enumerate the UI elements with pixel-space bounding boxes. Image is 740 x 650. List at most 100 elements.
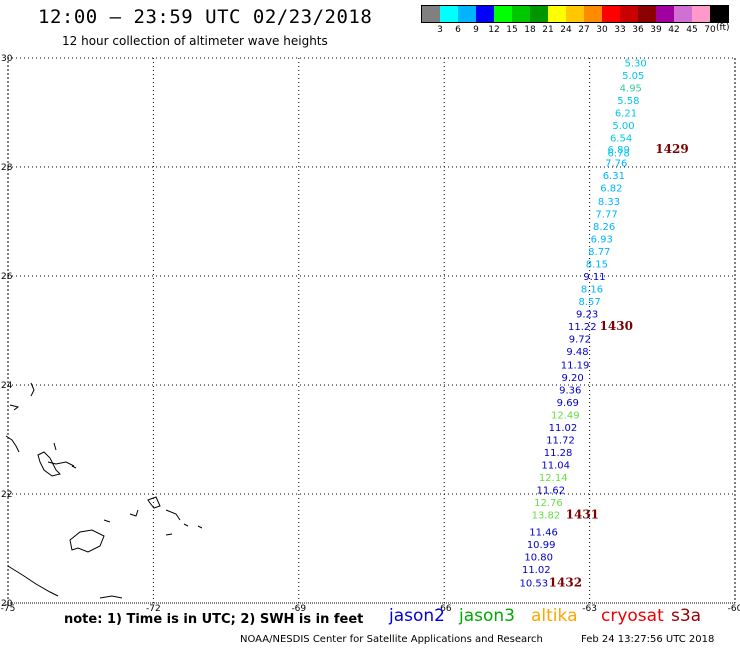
swh-value: 11.62	[537, 486, 566, 497]
pass-time-label: 1429	[655, 142, 688, 156]
legend-swatch	[422, 6, 440, 22]
legend-tick-label: 3	[437, 25, 443, 35]
units-note: note: 1) Time is in UTC; 2) SWH is in fe…	[64, 612, 364, 627]
coastline-island	[99, 595, 123, 599]
swh-value: 12.14	[539, 473, 568, 484]
swh-value: 5.30	[625, 58, 647, 69]
swh-value: 7.76	[605, 159, 627, 170]
longitude-label: -63	[582, 604, 597, 614]
chart-subtitle: 12 hour collection of altimeter wave hei…	[62, 34, 328, 48]
coastlines	[5, 382, 203, 599]
legend-tick-label: 36	[632, 25, 644, 35]
legend-swatch	[440, 6, 458, 22]
chart-title: 12:00 – 23:59 UTC 02/23/2018	[38, 6, 373, 28]
legend-swatch	[458, 6, 476, 22]
legend-tick-label: 12	[488, 25, 500, 35]
legend-labels: 3 6 9 12 15 18 21 24 27 30 33 36 39 42 45 70	[421, 23, 729, 37]
satellite-name-cryosat: cryosat	[601, 606, 664, 626]
legend-tick-label: 39	[650, 25, 662, 35]
footer-timestamp: Feb 24 13:27:56 UTC 2018	[581, 634, 715, 645]
latitude-label: 20	[1, 599, 13, 609]
longitude-label: -75	[1, 604, 16, 614]
legend-swatch	[476, 6, 494, 22]
swh-value: 12.49	[551, 410, 580, 421]
latitude-label: 22	[1, 490, 12, 500]
swh-value: 11.19	[561, 360, 590, 371]
swh-value: 11.72	[546, 436, 575, 447]
coastline-cuba	[7, 565, 59, 597]
legend-tick-label: 42	[668, 25, 680, 35]
legend-unit: (ft)	[716, 23, 730, 33]
map-grid: 30 28 26 24 22 20-75 -72 -69 -66 -63 -60	[1, 54, 740, 614]
swh-value: 6.54	[610, 134, 632, 145]
legend-swatch	[548, 6, 566, 22]
legend-swatch	[620, 6, 638, 22]
legend-tick-label: 24	[560, 25, 572, 35]
legend-swatch	[692, 6, 710, 22]
longitude-label: -72	[146, 604, 161, 614]
swh-value: 6.21	[615, 109, 637, 120]
satellite-name-jason3: jason3	[459, 606, 515, 626]
legend-tick-label: 21	[542, 25, 554, 35]
legend-swatch	[602, 6, 620, 22]
latitude-label: 24	[1, 381, 13, 391]
swh-value: 9.11	[583, 272, 605, 283]
legend-tick-label: 45	[686, 25, 698, 35]
swh-value: 9.72	[569, 335, 591, 346]
legend-swatch	[494, 6, 512, 22]
swh-value: 10.80	[524, 553, 553, 564]
legend-tick-label: 9	[473, 25, 479, 35]
swh-value: 9.23	[576, 310, 598, 321]
legend-swatch	[530, 6, 548, 22]
latitude-label: 26	[1, 272, 13, 282]
swh-value: 9.20	[562, 373, 584, 384]
pass-time-label: 1430	[600, 319, 633, 333]
legend-swatch	[710, 6, 728, 22]
swh-value: 9.48	[566, 347, 588, 358]
legend-swatch	[566, 6, 584, 22]
swh-value: 8.57	[578, 297, 600, 308]
swh-value: 10.53	[520, 578, 549, 589]
legend-swatch	[638, 6, 656, 22]
swh-value: 11.22	[568, 322, 597, 333]
swh-value: 8.16	[581, 285, 603, 296]
swh-value: 4.95	[620, 83, 642, 94]
swh-value: 10.99	[527, 540, 556, 551]
latitude-label: 28	[1, 163, 13, 173]
legend-color-bar	[421, 5, 729, 23]
coastline-island	[165, 533, 173, 536]
swh-value: 6.89	[608, 145, 630, 156]
swh-value: 11.28	[544, 448, 573, 459]
legend-tick-label: 27	[578, 25, 590, 35]
swh-value: 6.93	[591, 234, 613, 245]
swh-value: 8.26	[593, 222, 615, 233]
coastline-island	[103, 519, 111, 523]
swh-value: 5.05	[622, 71, 644, 82]
satellite-name-s3a: s3a	[671, 606, 702, 626]
swh-value: 9.36	[559, 385, 581, 396]
swh-value: 9.69	[557, 398, 579, 409]
swh-value: 6.31	[603, 171, 625, 182]
swh-value: 6.82	[600, 184, 622, 195]
time-labels: 1429 1430 1431 1432	[549, 142, 689, 589]
pass-time-label: 1432	[549, 575, 582, 589]
pass-time-label: 1431	[566, 508, 599, 522]
coastline-island	[197, 525, 203, 529]
swh-value: 11.46	[529, 528, 558, 539]
satellite-name-jason2: jason2	[389, 606, 445, 626]
color-legend: 3 6 9 12 15 18 21 24 27 30 33 36 39 42 45 70	[421, 5, 729, 37]
coastline-island	[30, 382, 35, 397]
legend-swatch	[512, 6, 530, 22]
legend-tick-label: 30	[596, 25, 608, 35]
swh-value: 11.02	[522, 565, 551, 576]
legend-tick-label: 18	[524, 25, 536, 35]
coastline-hispaniola-part	[69, 529, 105, 553]
latitude-label: 30	[1, 54, 13, 64]
swh-value: 8.15	[586, 259, 608, 270]
longitude-label: -69	[291, 604, 306, 614]
swh-value: 12.76	[534, 498, 563, 509]
swh-value: 11.02	[549, 423, 578, 434]
coastline-island	[183, 523, 189, 527]
legend-swatch	[584, 6, 602, 22]
